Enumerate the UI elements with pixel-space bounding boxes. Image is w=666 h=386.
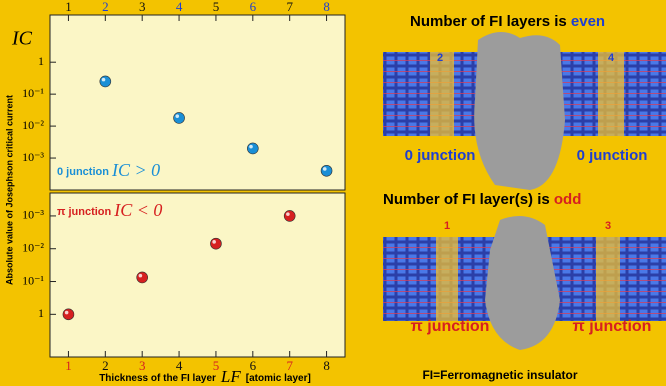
point-highlight [138, 273, 143, 278]
x-tick-label: 3 [139, 0, 146, 14]
junction-label: π junction [573, 318, 652, 335]
plot-area [49, 192, 346, 358]
y-tick-label: 10⁻² [22, 118, 44, 132]
y-tick-label: 1 [38, 306, 44, 320]
x-tick-label: 1 [65, 0, 72, 14]
junction-label: 0 junction [577, 147, 648, 164]
even-diagram [383, 31, 666, 190]
y-tick-label: 10⁻¹ [22, 273, 44, 287]
data-point [320, 164, 333, 177]
point-highlight [212, 240, 216, 244]
x-tick-label: 8 [323, 358, 330, 373]
point-highlight [175, 114, 180, 118]
data-point [247, 142, 259, 155]
layer-number: 3 [605, 220, 611, 232]
x-tick-label: 3 [139, 358, 146, 373]
odd-diagram [383, 216, 666, 350]
x-tick-label: 2 [102, 0, 109, 14]
x-tick-label: 5 [213, 0, 220, 14]
x-tick-label: 2 [102, 358, 109, 373]
odd-title: Number of FI layer(s) is odd [383, 191, 581, 208]
x-tick-label: 7 [286, 358, 293, 373]
plot-area [49, 14, 346, 191]
y-symbol: IC [11, 28, 33, 50]
data-point [210, 237, 222, 250]
point-highlight [286, 212, 290, 216]
data-point [173, 112, 185, 124]
x-tick-label: 6 [250, 358, 257, 373]
layer-number: 1 [444, 220, 450, 232]
data-point [136, 271, 148, 284]
x-tick-label: 1 [65, 358, 72, 373]
even-title: Number of FI layers is even [410, 13, 605, 30]
data-point [62, 308, 75, 321]
y-tick-label: 10⁻³ [22, 208, 44, 222]
data-point [99, 75, 112, 88]
cat-illustration [485, 216, 560, 350]
layer-number: 2 [437, 52, 443, 64]
point-highlight [64, 310, 69, 315]
fi-layer [596, 237, 620, 321]
x-tick-label: 5 [213, 358, 220, 373]
x-tick-label: 7 [286, 0, 293, 14]
y-tick-label: 10⁻² [22, 240, 44, 254]
x-tick-label: 4 [176, 358, 183, 373]
y-axis-label: Absolute value of Josephson critical cur… [4, 95, 14, 285]
point-highlight [101, 77, 106, 82]
fi-layer [430, 52, 454, 136]
x-tick-label: 8 [323, 0, 330, 14]
point-highlight [322, 167, 327, 171]
y-tick-label: 1 [38, 54, 44, 68]
x-tick-label: 4 [176, 0, 183, 14]
y-tick-label: 10⁻³ [22, 150, 44, 164]
y-tick-label: 10⁻¹ [22, 86, 44, 100]
footnote: FI=Ferromagnetic insulator [422, 368, 577, 382]
data-point [283, 210, 296, 222]
annotation: 0 junction IC > 0 [57, 160, 160, 180]
x-axis-label: Thickness of the FI layer LF [atomic layer… [99, 367, 311, 386]
junction-label: π junction [411, 318, 490, 335]
annotation: π junction IC < 0 [57, 200, 162, 220]
x-tick-label: 6 [250, 0, 257, 14]
point-highlight [249, 144, 253, 149]
junction-label: 0 junction [405, 147, 476, 164]
cat-illustration [474, 31, 565, 190]
fi-layer [436, 237, 458, 321]
fi-layer [598, 52, 624, 136]
layer-number: 4 [608, 52, 615, 64]
